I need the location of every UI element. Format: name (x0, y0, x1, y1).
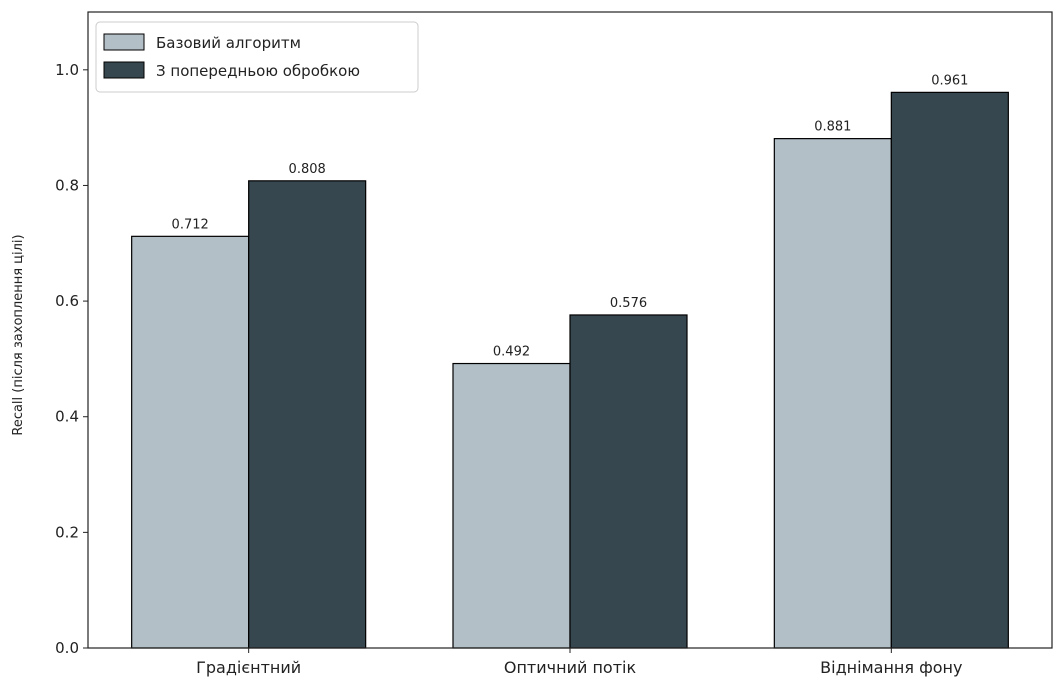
x-tick-label: Віднімання фону (820, 658, 962, 677)
value-label: 0.492 (493, 345, 530, 360)
y-axis-label: Recall (після захоплення цілі) (11, 234, 26, 435)
value-label: 0.576 (610, 296, 647, 311)
y-tick-label: 0.8 (55, 176, 79, 194)
bar-градієнтний-series-0 (131, 235, 250, 649)
y-tick-label: 0.4 (55, 408, 79, 426)
bar-оптичний-потік-series-1 (569, 314, 688, 649)
legend-swatch (103, 33, 145, 51)
value-label: 0.712 (172, 217, 209, 232)
bar-оптичний-потік-series-0 (452, 362, 571, 649)
legend-swatch (103, 61, 145, 79)
x-tick-label: Градієнтний (196, 658, 301, 677)
x-ticks-layer: Градієнтний Оптичний потік Віднімання фону (196, 648, 962, 677)
bar-віднімання-фону-series-0 (773, 138, 892, 649)
legend-label: З попередньою обробкою (156, 62, 360, 80)
value-label: 0.961 (931, 73, 968, 88)
y-tick-label: 0.6 (55, 292, 79, 310)
value-labels-layer: 0.712 0.808 0.492 0.576 0.881 0.961 (172, 73, 969, 359)
legend-label: Базовий алгоритм (156, 34, 301, 52)
value-label: 0.881 (814, 120, 851, 135)
value-label: 0.808 (289, 162, 326, 177)
legend-box (95, 21, 419, 93)
y-tick-label: 0.2 (55, 523, 79, 541)
bar-віднімання-фону-series-1 (890, 91, 1009, 649)
y-ticks-layer: 0.0 0.2 0.4 0.6 0.8 1.0 (55, 61, 88, 657)
x-tick-label: Оптичний потік (504, 658, 637, 677)
bar-градієнтний-series-1 (248, 180, 367, 649)
y-tick-label: 1.0 (55, 61, 79, 79)
y-tick-label: 0.0 (55, 639, 79, 657)
legend: Базовий алгоритм З попередньою обробкою (95, 21, 419, 93)
bars-layer (131, 91, 1009, 649)
